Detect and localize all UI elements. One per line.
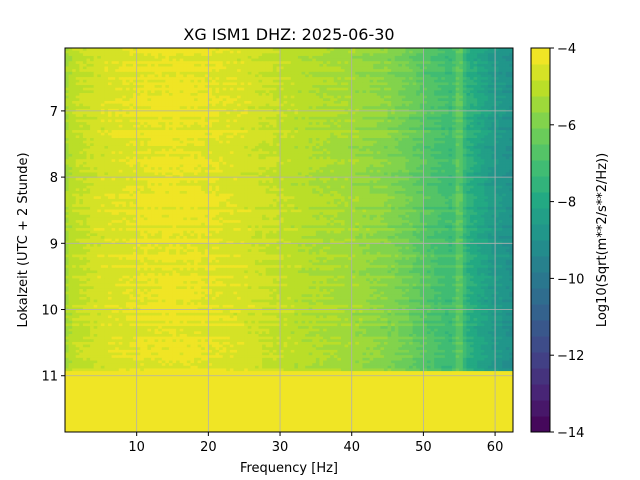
chart-title: XG ISM1 DHZ: 2025-06-30 xyxy=(183,25,394,44)
heatmap-cells xyxy=(65,48,514,432)
